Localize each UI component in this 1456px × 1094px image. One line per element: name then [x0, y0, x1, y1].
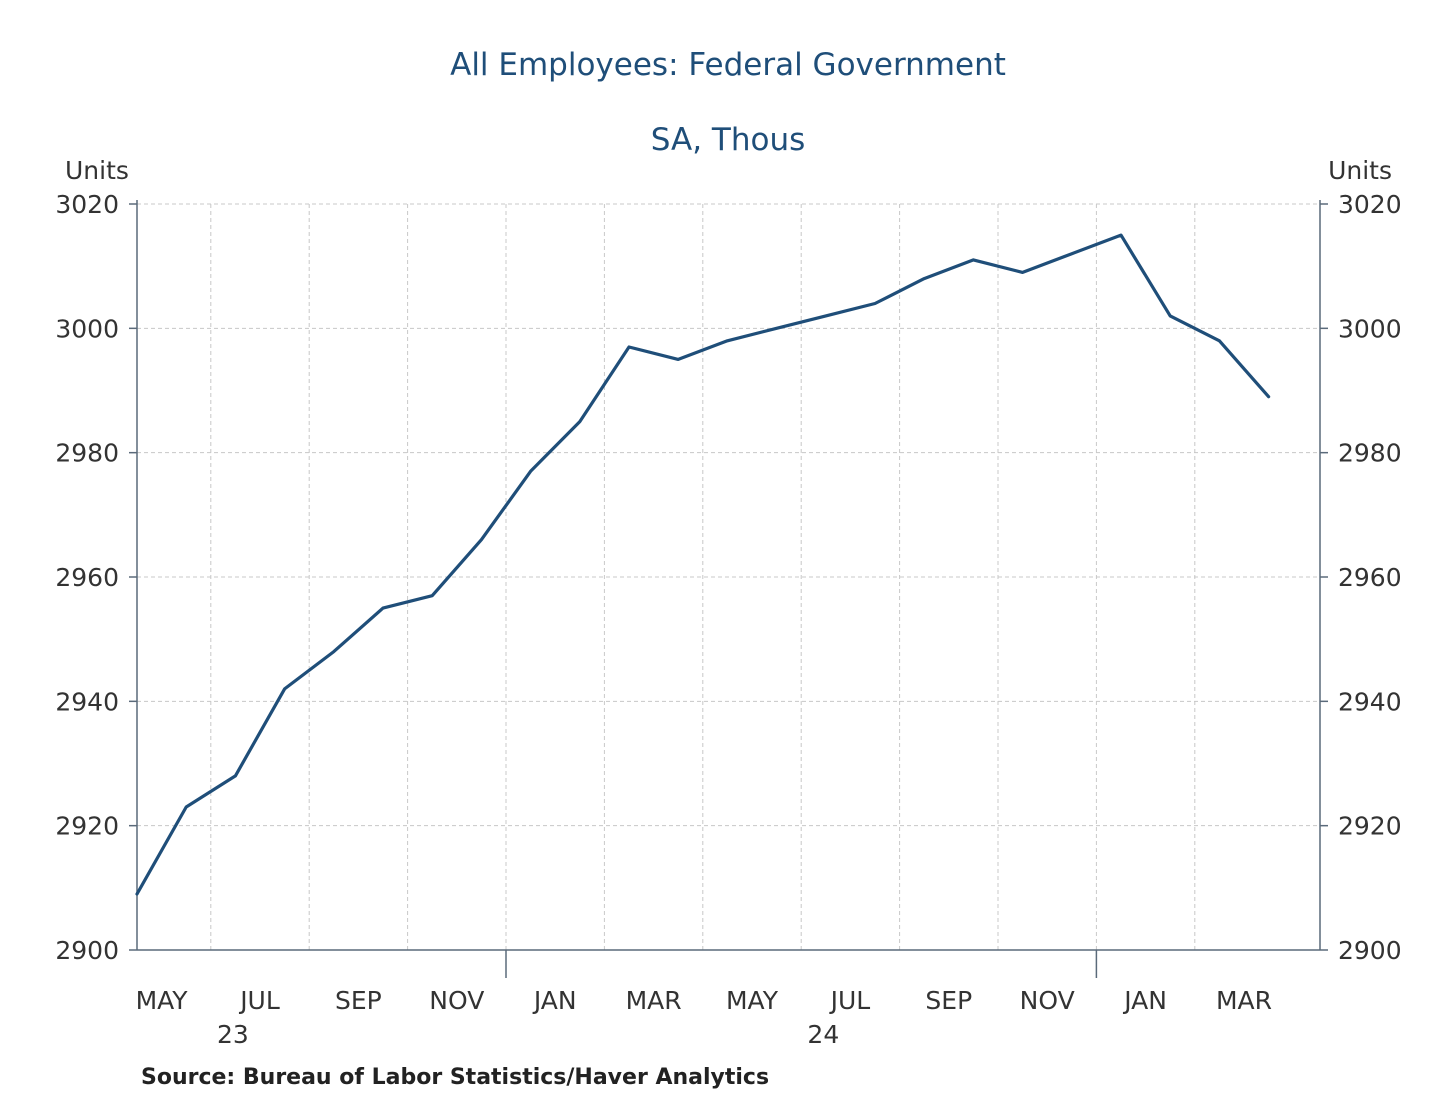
x-month-label: SEP [335, 986, 382, 1015]
left-axis-unit-label: Units [65, 156, 129, 185]
series-layer [135, 233, 1271, 896]
grid [137, 203, 1320, 950]
chart-subtitle: SA, Thous [651, 122, 806, 158]
x-year-label: 23 [217, 1020, 249, 1049]
x-month-label: JUL [238, 986, 280, 1015]
x-month-label: NOV [429, 986, 484, 1015]
x-year-label: 24 [807, 1020, 839, 1049]
source-note: Source: Bureau of Labor Statistics/Haver… [141, 1065, 769, 1090]
y-tick-label-right: 2900 [1338, 936, 1402, 965]
y-tick-label-right: 2940 [1338, 687, 1402, 716]
x-month-label: JAN [532, 986, 577, 1015]
y-tick-label-left: 2980 [55, 439, 119, 468]
y-tick-label-left: 2940 [55, 687, 119, 716]
y-tick-label-right: 3020 [1338, 190, 1402, 219]
x-month-label: MAY [136, 986, 189, 1015]
y-tick-label-right: 2980 [1338, 439, 1402, 468]
right-axis-unit-label: Units [1328, 156, 1392, 185]
axes [129, 200, 1328, 978]
x-month-label: MAY [726, 986, 779, 1015]
y-tick-label-right: 3000 [1338, 314, 1402, 343]
x-month-label: MAR [626, 986, 682, 1015]
y-tick-label-left: 2900 [55, 936, 119, 965]
y-tick-label-left: 3000 [55, 314, 119, 343]
y-tick-label-right: 2960 [1338, 563, 1402, 592]
x-month-label: JAN [1122, 986, 1167, 1015]
x-month-label: MAR [1216, 986, 1272, 1015]
y-tick-label-left: 2960 [55, 563, 119, 592]
chart-title: All Employees: Federal Government [450, 47, 1006, 83]
y-tick-label-left: 3020 [55, 190, 119, 219]
x-month-label: NOV [1020, 986, 1075, 1015]
x-month-label: JUL [829, 986, 871, 1015]
tick-labels: 2900 2900 2920 2920 2940 2940 2960 2960 2980 2980… [55, 190, 1401, 1049]
y-tick-label-right: 2920 [1338, 812, 1402, 841]
y-tick-label-left: 2920 [55, 812, 119, 841]
series-line [135, 233, 1271, 896]
x-month-label: SEP [925, 986, 972, 1015]
